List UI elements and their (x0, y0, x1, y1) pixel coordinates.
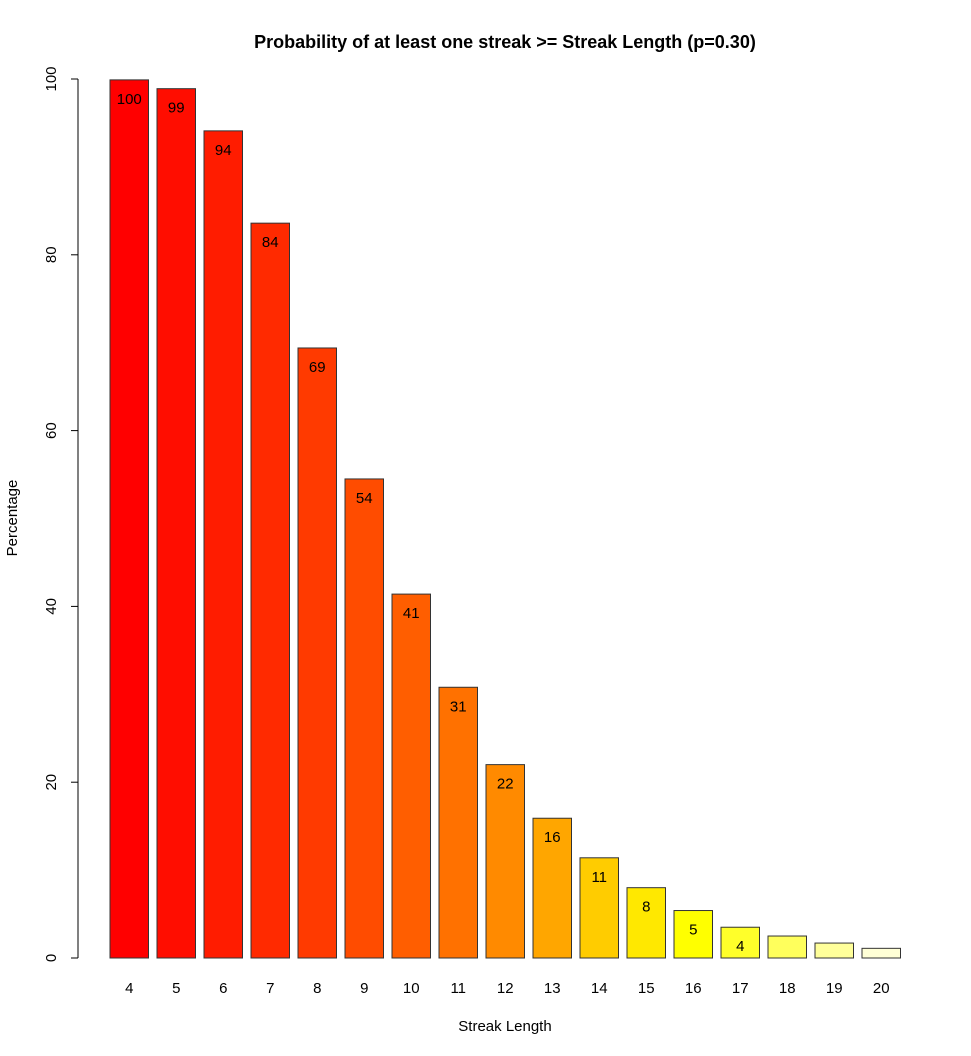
x-tick-labels: 4 5 6 7 8 9 10 11 12 13 14 15 16 17 18 19 20 (125, 980, 890, 997)
data-label: 5 (689, 922, 697, 939)
data-label: 54 (356, 490, 373, 507)
x-tick-label: 10 (403, 980, 420, 997)
y-tick-label: 100 (43, 66, 60, 91)
data-label: 31 (450, 698, 467, 715)
bar-20 (861, 947, 901, 959)
bar-17 (720, 926, 760, 959)
bar-15 (626, 887, 666, 959)
x-tick-label: 9 (360, 980, 368, 997)
data-label: 11 (591, 869, 607, 886)
x-tick-label: 12 (497, 980, 514, 997)
bar-5 (156, 88, 196, 959)
y-tick-label: 20 (43, 774, 60, 791)
x-tick-label: 11 (450, 980, 466, 997)
bar-9 (344, 478, 384, 959)
bar-16 (673, 910, 713, 959)
x-tick-label: 7 (266, 980, 274, 997)
data-label: 100 (117, 91, 142, 108)
x-tick-label: 20 (873, 980, 890, 997)
y-axis: 0 20 40 60 80 100 (43, 66, 79, 962)
data-label: 16 (544, 829, 561, 846)
bar-19 (814, 942, 854, 959)
y-tick-label: 60 (43, 422, 60, 439)
bar-6 (203, 130, 243, 959)
data-label: 99 (168, 100, 185, 117)
bars-group (109, 79, 901, 959)
x-axis-label: Streak Length (458, 1018, 551, 1035)
data-label: 94 (215, 142, 232, 159)
chart-title: Probability of at least one streak >= St… (254, 32, 756, 52)
data-label: 69 (309, 359, 326, 376)
x-tick-label: 17 (732, 980, 749, 997)
bar-18 (767, 935, 807, 959)
x-tick-label: 15 (638, 980, 655, 997)
y-tick-label: 40 (43, 598, 60, 615)
bar-13 (532, 817, 572, 959)
x-tick-label: 19 (826, 980, 843, 997)
x-tick-label: 16 (685, 980, 702, 997)
x-tick-label: 8 (313, 980, 321, 997)
bar-14 (579, 857, 619, 959)
bar-11 (438, 686, 478, 959)
data-label: 8 (642, 899, 650, 916)
x-tick-label: 4 (125, 980, 133, 997)
data-label: 41 (403, 605, 420, 622)
x-tick-label: 5 (172, 980, 180, 997)
data-label: 4 (736, 938, 744, 955)
y-tick-label: 0 (43, 954, 60, 962)
x-tick-label: 6 (219, 980, 227, 997)
x-tick-label: 14 (591, 980, 608, 997)
bar-7 (250, 222, 290, 959)
bar-8 (297, 347, 337, 959)
bar-12 (485, 764, 525, 959)
x-tick-label: 18 (779, 980, 796, 997)
y-axis-label: Percentage (4, 480, 21, 557)
bar-10 (391, 593, 431, 959)
x-tick-label: 13 (544, 980, 561, 997)
y-tick-label: 80 (43, 246, 60, 263)
data-label: 22 (497, 776, 514, 793)
bar-4 (109, 79, 149, 959)
data-label: 84 (262, 234, 279, 251)
